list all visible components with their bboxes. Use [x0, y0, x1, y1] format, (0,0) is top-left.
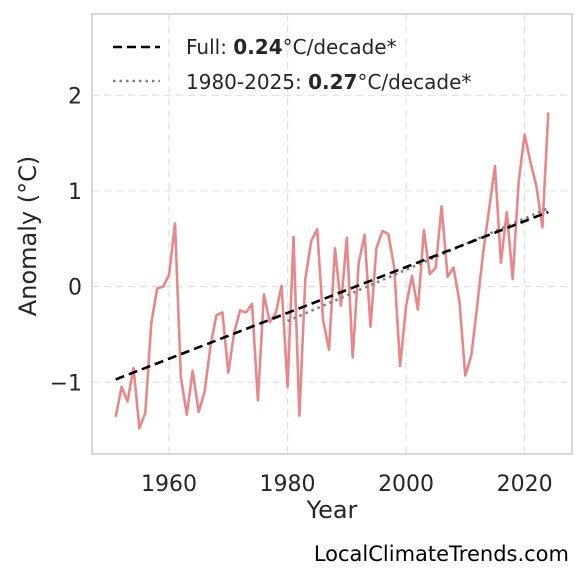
series-layer [114, 112, 550, 430]
full-trend-line [115, 210, 549, 381]
y-tick-label: −1 [50, 371, 82, 396]
x-tick-label: 2000 [378, 472, 434, 497]
y-tick-label: 1 [68, 180, 82, 205]
y-tick-label: 0 [68, 276, 82, 301]
watermark: LocalClimateTrends.com [314, 542, 569, 566]
legend-full-trend-value: 0.24 [233, 35, 282, 59]
x-tick-label: 2020 [497, 472, 553, 497]
legend-full-trend-prefix: Full: [186, 35, 233, 59]
plot-frame [91, 13, 573, 455]
tick-labels: 1960 1980 2000 2020 −1 0 1 2 [50, 84, 553, 497]
legend-recent-trend-unit: °C/decade* [357, 70, 471, 94]
recent-trend-line [287, 206, 549, 323]
y-tick-label: 2 [68, 84, 82, 109]
legend-full-trend-unit: °C/decade* [283, 35, 397, 59]
grid-lines [92, 14, 572, 454]
y-axis-title: Anomaly (°C) [14, 156, 42, 316]
trend-layer [115, 206, 549, 381]
x-tick-label: 1980 [260, 472, 316, 497]
legend: Full: 0.24°C/decade* 1980-2025: 0.27°C/d… [113, 35, 471, 94]
x-tick-label: 1960 [141, 472, 197, 497]
anomaly-series-line [114, 112, 550, 430]
x-axis-title: Year [306, 496, 358, 524]
legend-full-trend-label: Full: 0.24°C/decade* [186, 35, 397, 59]
legend-recent-trend-label: 1980-2025: 0.27°C/decade* [186, 70, 471, 94]
legend-recent-trend-value: 0.27 [308, 70, 357, 94]
legend-recent-trend-prefix: 1980-2025: [186, 70, 308, 94]
